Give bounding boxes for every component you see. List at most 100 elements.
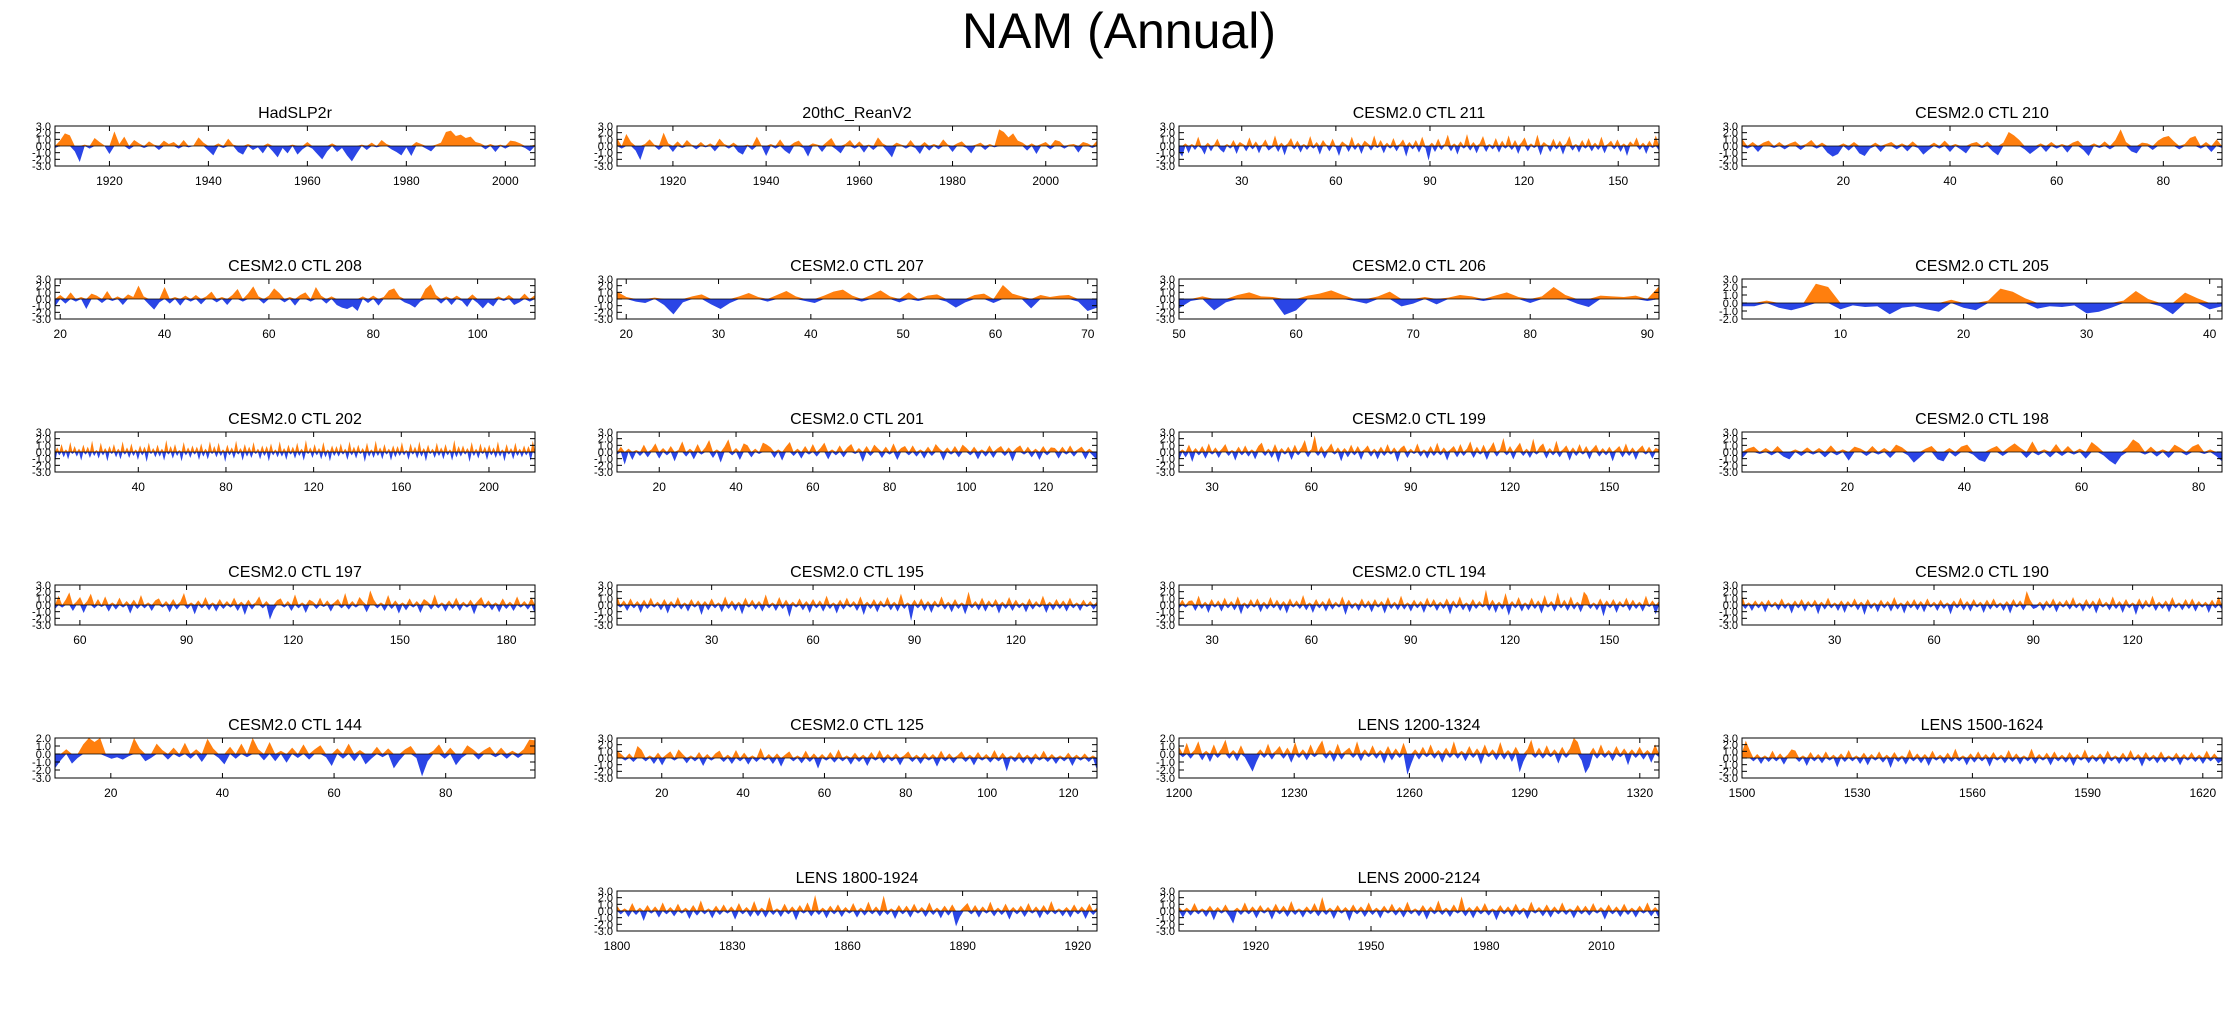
x-tick-label: 90 [1641, 327, 1655, 341]
panel-title: CESM2.0 CTL 144 [228, 717, 362, 734]
y-tick-label: -1.0 [1719, 148, 1738, 160]
y-tick-label: 0.0 [1160, 749, 1175, 761]
y-tick-label: -1.0 [32, 148, 51, 160]
y-tick-label: 1.0 [598, 134, 613, 146]
x-tick-label: 90 [1404, 633, 1418, 647]
y-tick-label: 2.0 [1160, 128, 1175, 140]
panel-cesm2-0-ctl-207: 3.02.01.00.0-1.0-2.0-3.0 20 30 40 50 60 70 CESM… [594, 258, 1098, 341]
y-tick-label: -1.0 [1156, 913, 1175, 925]
x-tick-label: 1940 [753, 174, 780, 188]
y-tick-label: -3.0 [32, 773, 51, 785]
negative-area [55, 605, 535, 620]
x-tick-label: 60 [262, 327, 276, 341]
y-tick-label: 0.0 [1160, 906, 1175, 918]
panel-title: CESM2.0 CTL 205 [1915, 258, 2049, 275]
x-tick-label: 100 [956, 480, 976, 494]
x-tick-label: 1590 [2074, 786, 2101, 800]
y-tick-label: -3.0 [32, 467, 51, 479]
y-tick-label: 0.0 [36, 600, 51, 612]
y-tick-label: 0.0 [598, 294, 613, 306]
y-tick-label: -3.0 [594, 926, 613, 938]
y-tick-label: -3.0 [1719, 467, 1738, 479]
panel-title: CESM2.0 CTL 125 [790, 717, 924, 734]
panel-title: CESM2.0 CTL 206 [1352, 258, 1486, 275]
y-tick-label: 0.0 [1160, 141, 1175, 153]
x-tick-label: 1290 [1511, 786, 1538, 800]
x-tick-label: 80 [2157, 174, 2171, 188]
y-tick-label: 3.0 [1723, 580, 1738, 592]
x-tick-label: 60 [1927, 633, 1941, 647]
y-tick-label: -3.0 [594, 314, 613, 326]
y-tick-label: 1.0 [1160, 134, 1175, 146]
y-tick-label: 0.0 [36, 447, 51, 459]
y-tick-label: -3.0 [1719, 161, 1738, 173]
x-tick-label: 1920 [660, 174, 687, 188]
y-tick-label: 2.0 [1723, 740, 1738, 752]
y-tick-label: -1.0 [1719, 306, 1738, 318]
x-tick-label: 20 [1957, 327, 1971, 341]
x-tick-label: 80 [367, 327, 381, 341]
positive-area [1179, 896, 1659, 911]
y-tick-label: -2.0 [32, 307, 51, 319]
positive-area [617, 895, 1097, 911]
y-tick-label: -2.0 [1156, 307, 1175, 319]
y-tick-label: 3.0 [36, 580, 51, 592]
positive-area [1742, 439, 2222, 452]
x-tick-label: 1500 [1729, 786, 1756, 800]
y-tick-label: 2.0 [36, 281, 51, 293]
negative-area [1179, 452, 1659, 463]
y-tick-label: 0.0 [598, 600, 613, 612]
y-tick-label: 1.0 [1160, 287, 1175, 299]
y-tick-label: -2.0 [32, 765, 51, 777]
y-tick-label: -1.0 [1156, 148, 1175, 160]
y-tick-label: -1.0 [1719, 760, 1738, 772]
y-tick-label: 2.0 [1723, 282, 1738, 294]
x-tick-label: 90 [1423, 174, 1437, 188]
positive-area [55, 130, 535, 146]
y-tick-label: -1.0 [1156, 454, 1175, 466]
panel-cesm2-0-ctl-206: 3.02.01.00.0-1.0-2.0-3.050 60 70 80 90 CESM2.… [1156, 258, 1660, 341]
figure-title: NAM (Annual) [962, 3, 1276, 59]
positive-area [617, 439, 1097, 452]
x-tick-label: 10 [1834, 327, 1848, 341]
y-tick-label: -2.0 [1719, 613, 1738, 625]
y-tick-label: 1.0 [598, 746, 613, 758]
x-tick-label: 90 [180, 633, 194, 647]
y-tick-label: 3.0 [598, 733, 613, 745]
y-tick-label: 2.0 [36, 128, 51, 140]
panel-title: LENS 2000-2124 [1358, 870, 1481, 887]
x-tick-label: 1800 [604, 939, 631, 953]
panel-title: HadSLP2r [258, 105, 332, 122]
y-tick-label: 1.0 [1160, 741, 1175, 753]
x-tick-label: 30 [705, 633, 719, 647]
x-tick-label: 40 [804, 327, 818, 341]
positive-area [617, 746, 1097, 758]
positive-area [1179, 134, 1659, 146]
panel-cesm2-0-ctl-202: 3.02.01.00.0-1.0-2.0-3.0 40 80 120 160 200 CES… [32, 411, 536, 494]
negative-area [617, 911, 1097, 927]
y-tick-label: -3.0 [594, 620, 613, 632]
y-tick-label: -3.0 [1156, 926, 1175, 938]
panel-title: CESM2.0 CTL 198 [1915, 411, 2049, 428]
y-tick-label: 1.0 [598, 440, 613, 452]
panel-title: 20thC_ReanV2 [802, 105, 912, 122]
panel-20thc-reanv2: 3.02.01.00.0-1.0-2.0-3.0 1920 1940 1960 1980… [594, 105, 1098, 188]
x-tick-label: 1920 [1064, 939, 1091, 953]
positive-area [1742, 129, 2222, 146]
x-tick-label: 80 [219, 480, 233, 494]
x-tick-label: 20 [655, 786, 669, 800]
x-tick-label: 90 [2027, 633, 2041, 647]
y-tick-label: -1.0 [594, 760, 613, 772]
negative-area [55, 754, 535, 777]
x-tick-label: 120 [304, 480, 324, 494]
negative-area [1179, 146, 1659, 161]
positive-area [55, 590, 535, 605]
x-tick-label: 40 [216, 786, 230, 800]
x-tick-label: 1980 [393, 174, 420, 188]
panel-cesm2-0-ctl-211: 3.02.01.00.0-1.0-2.0-3.0 30 60 90 120 150 CESM… [1156, 105, 1660, 188]
y-tick-label: -2.0 [1719, 766, 1738, 778]
y-tick-label: 3.0 [1160, 427, 1175, 439]
x-tick-label: 80 [883, 480, 897, 494]
panel-title: CESM2.0 CTL 194 [1352, 564, 1486, 581]
x-tick-label: 60 [1305, 480, 1319, 494]
